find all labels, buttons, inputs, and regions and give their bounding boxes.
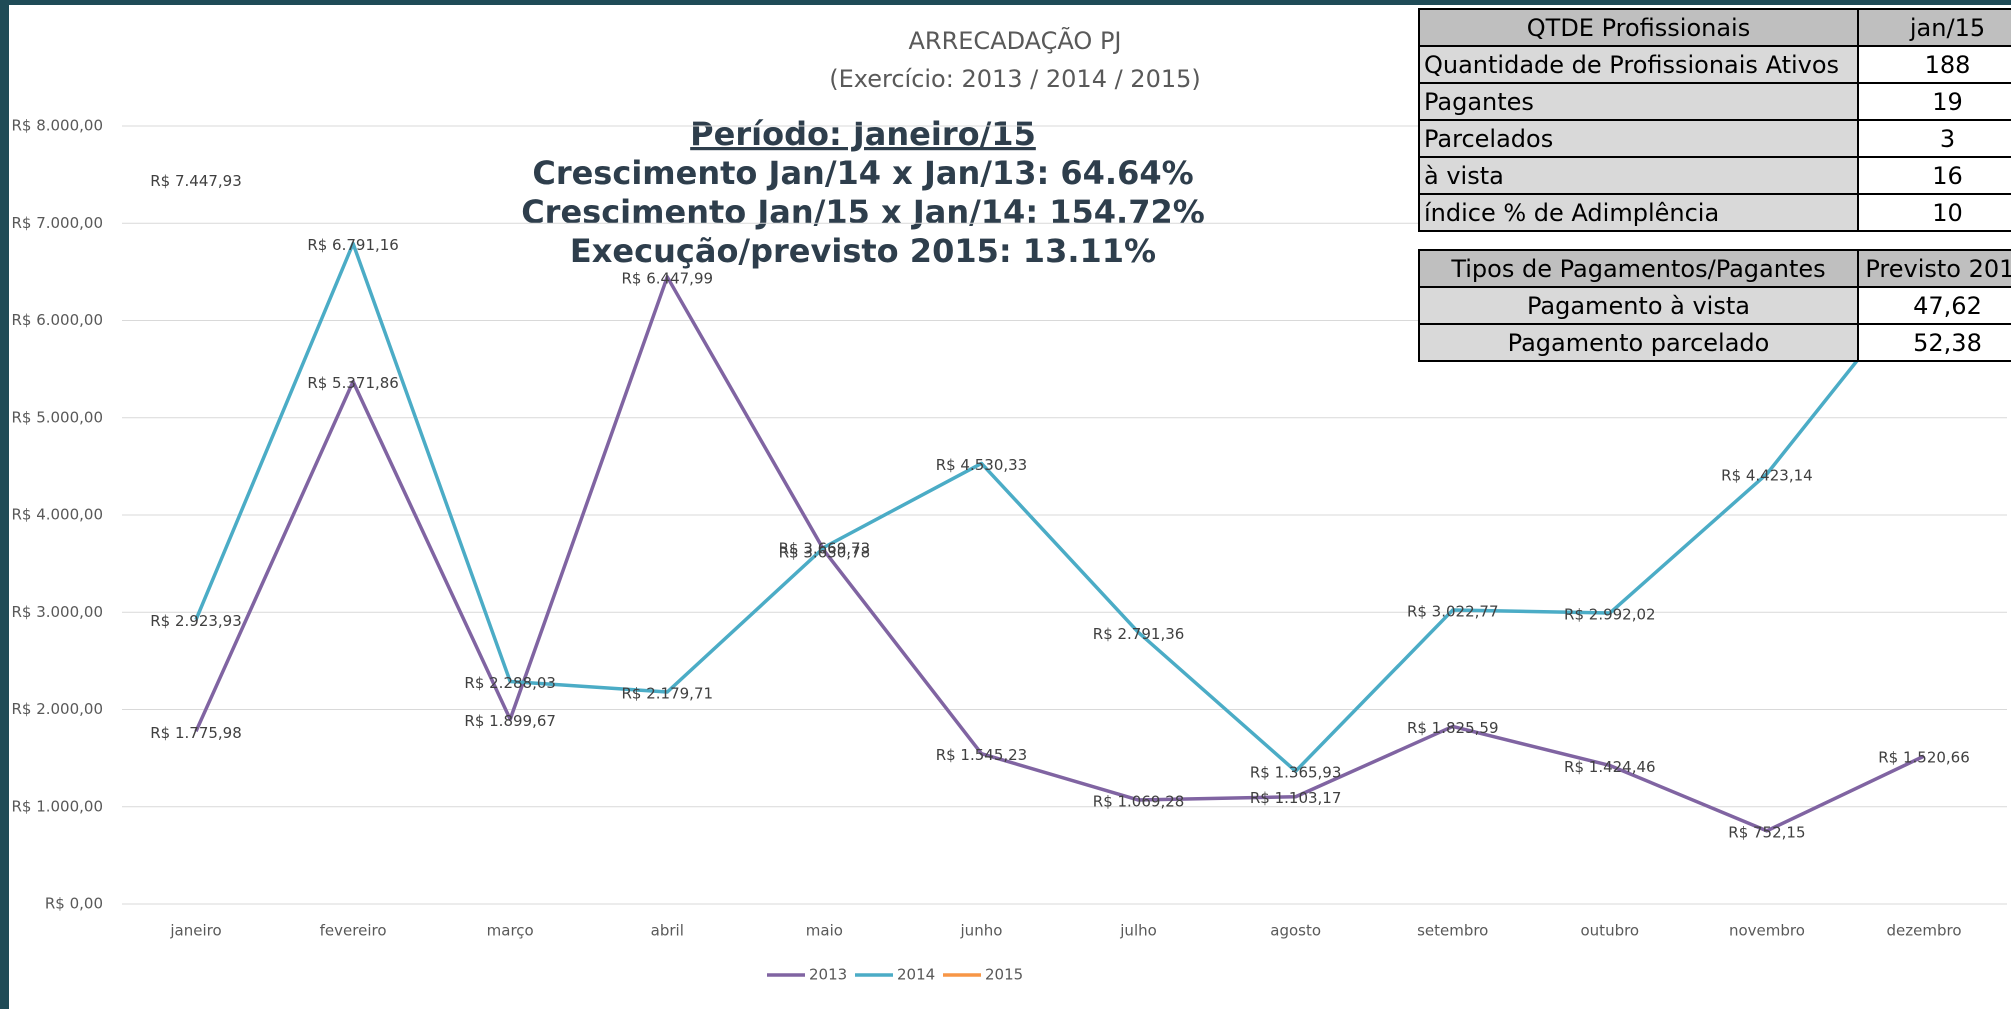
data-label: R$ 2.923,93	[150, 612, 242, 630]
table-cell: Pagamento parcelado	[1418, 323, 1859, 362]
x-tick-label: novembro	[1729, 922, 1805, 940]
data-label: R$ 4.423,14	[1721, 466, 1813, 484]
table-row: à vista 16	[1418, 156, 2011, 195]
x-tick-label: março	[487, 922, 534, 940]
chart-title: ARRECADAÇÃO PJ	[909, 25, 1122, 55]
table-row: Parcelados 3	[1418, 119, 2011, 158]
table-cell: índice % de Adimplência	[1418, 193, 1859, 232]
table-header-cell: Tipos de Pagamentos/Pagantes	[1418, 249, 1859, 288]
table-cell: 188	[1857, 45, 2011, 84]
table-cell: 52,38	[1857, 323, 2011, 362]
data-label: R$ 6.791,16	[307, 236, 399, 254]
table-cell: Pagamento à vista	[1418, 286, 1859, 325]
table-row: Quantidade de Profissionais Ativos 188	[1418, 45, 2011, 84]
data-label: R$ 752,15	[1728, 823, 1805, 841]
data-label: R$ 4.530,33	[936, 456, 1028, 474]
data-label: R$ 2.288,03	[464, 674, 556, 692]
line-series	[194, 275, 1925, 833]
y-tick-label: R$ 1.000,00	[11, 797, 103, 815]
table-professionals: QTDE Profissionais jan/15 Quantidade de Pr…	[1418, 8, 2011, 232]
y-tick-label: R$ 6.000,00	[11, 311, 103, 329]
data-label: R$ 6.447,99	[622, 269, 714, 287]
table-cell: Parcelados	[1418, 119, 1859, 158]
line-series	[194, 241, 1926, 773]
x-tick-label: abril	[651, 922, 684, 940]
y-tick-label: R$ 8.000,00	[11, 117, 103, 135]
table-cell: 47,62	[1857, 286, 2011, 325]
y-tick-label: R$ 2.000,00	[11, 700, 103, 718]
table-cell: Pagantes	[1418, 82, 1859, 121]
chart-subtitle: (Exercício: 2013 / 2014 / 2015)	[829, 65, 1201, 93]
table-header-row: QTDE Profissionais jan/15	[1418, 8, 2011, 47]
y-tick-label: R$ 5.000,00	[11, 408, 103, 426]
data-label: R$ 1.520,66	[1878, 749, 1970, 767]
data-label: R$ 1.365,93	[1250, 764, 1342, 782]
data-label: R$ 5.371,86	[307, 374, 399, 392]
table-header-cell: Previsto 2015	[1857, 249, 2011, 288]
annotation: Período: Janeiro/15	[690, 115, 1036, 153]
x-tick-label: agosto	[1270, 922, 1321, 940]
table-row: Pagantes 19	[1418, 82, 2011, 121]
legend-label: 2013	[809, 966, 847, 984]
data-label: R$ 1.424,46	[1564, 758, 1656, 776]
data-label: R$ 1.545,23	[936, 746, 1028, 764]
y-tick-label: R$ 3.000,00	[11, 603, 103, 621]
data-label: R$ 1.775,98	[150, 724, 242, 742]
annotation: Crescimento Jan/14 x Jan/13: 64.64%	[532, 154, 1193, 192]
data-label: R$ 2.791,36	[1093, 625, 1185, 643]
table-header-cell: QTDE Profissionais	[1418, 8, 1859, 47]
x-tick-label: fevereiro	[320, 922, 387, 940]
legend-label: 2015	[985, 966, 1023, 984]
x-tick-label: maio	[806, 922, 843, 940]
annotation: Execução/previsto 2015: 13.11%	[570, 232, 1156, 270]
data-label: R$ 2.992,02	[1564, 606, 1656, 624]
legend-label: 2014	[897, 966, 935, 984]
data-label: R$ 1.899,67	[464, 712, 556, 730]
x-tick-label: setembro	[1417, 922, 1488, 940]
data-label: R$ 3.630,78	[779, 543, 871, 561]
table-cell: 3	[1857, 119, 2011, 158]
data-label: R$ 7.447,93	[150, 172, 242, 190]
data-label: R$ 3.669,73	[779, 540, 871, 558]
y-tick-label: R$ 7.000,00	[11, 214, 103, 232]
x-tick-label: janeiro	[169, 922, 221, 940]
table-row: Pagamento à vista 47,62	[1418, 286, 2011, 325]
x-tick-label: junho	[960, 922, 1003, 940]
data-label: R$ 1.825,59	[1407, 719, 1499, 737]
data-label: R$ 3.022,77	[1407, 603, 1499, 621]
table-row: Pagamento parcelado 52,38	[1418, 323, 2011, 362]
x-tick-label: outubro	[1581, 922, 1640, 940]
table-cell: 10	[1857, 193, 2011, 232]
data-label: R$ 2.179,71	[622, 685, 714, 703]
y-tick-label: R$ 4.000,00	[11, 506, 103, 524]
x-tick-label: dezembro	[1887, 922, 1962, 940]
table-header-cell: jan/15	[1857, 8, 2011, 47]
table-cell: 16	[1857, 156, 2011, 195]
data-label: R$ 1.103,17	[1250, 789, 1342, 807]
table-cell: à vista	[1418, 156, 1859, 195]
y-tick-label: R$ 0,00	[45, 895, 103, 913]
data-label: R$ 1.069,28	[1093, 793, 1185, 811]
annotation: Crescimento Jan/15 x Jan/14: 154.72%	[521, 193, 1205, 231]
table-cell: Quantidade de Profissionais Ativos	[1418, 45, 1859, 84]
x-tick-label: julho	[1119, 922, 1157, 940]
table-row: índice % de Adimplência 10	[1418, 193, 2011, 232]
table-cell: 19	[1857, 82, 2011, 121]
